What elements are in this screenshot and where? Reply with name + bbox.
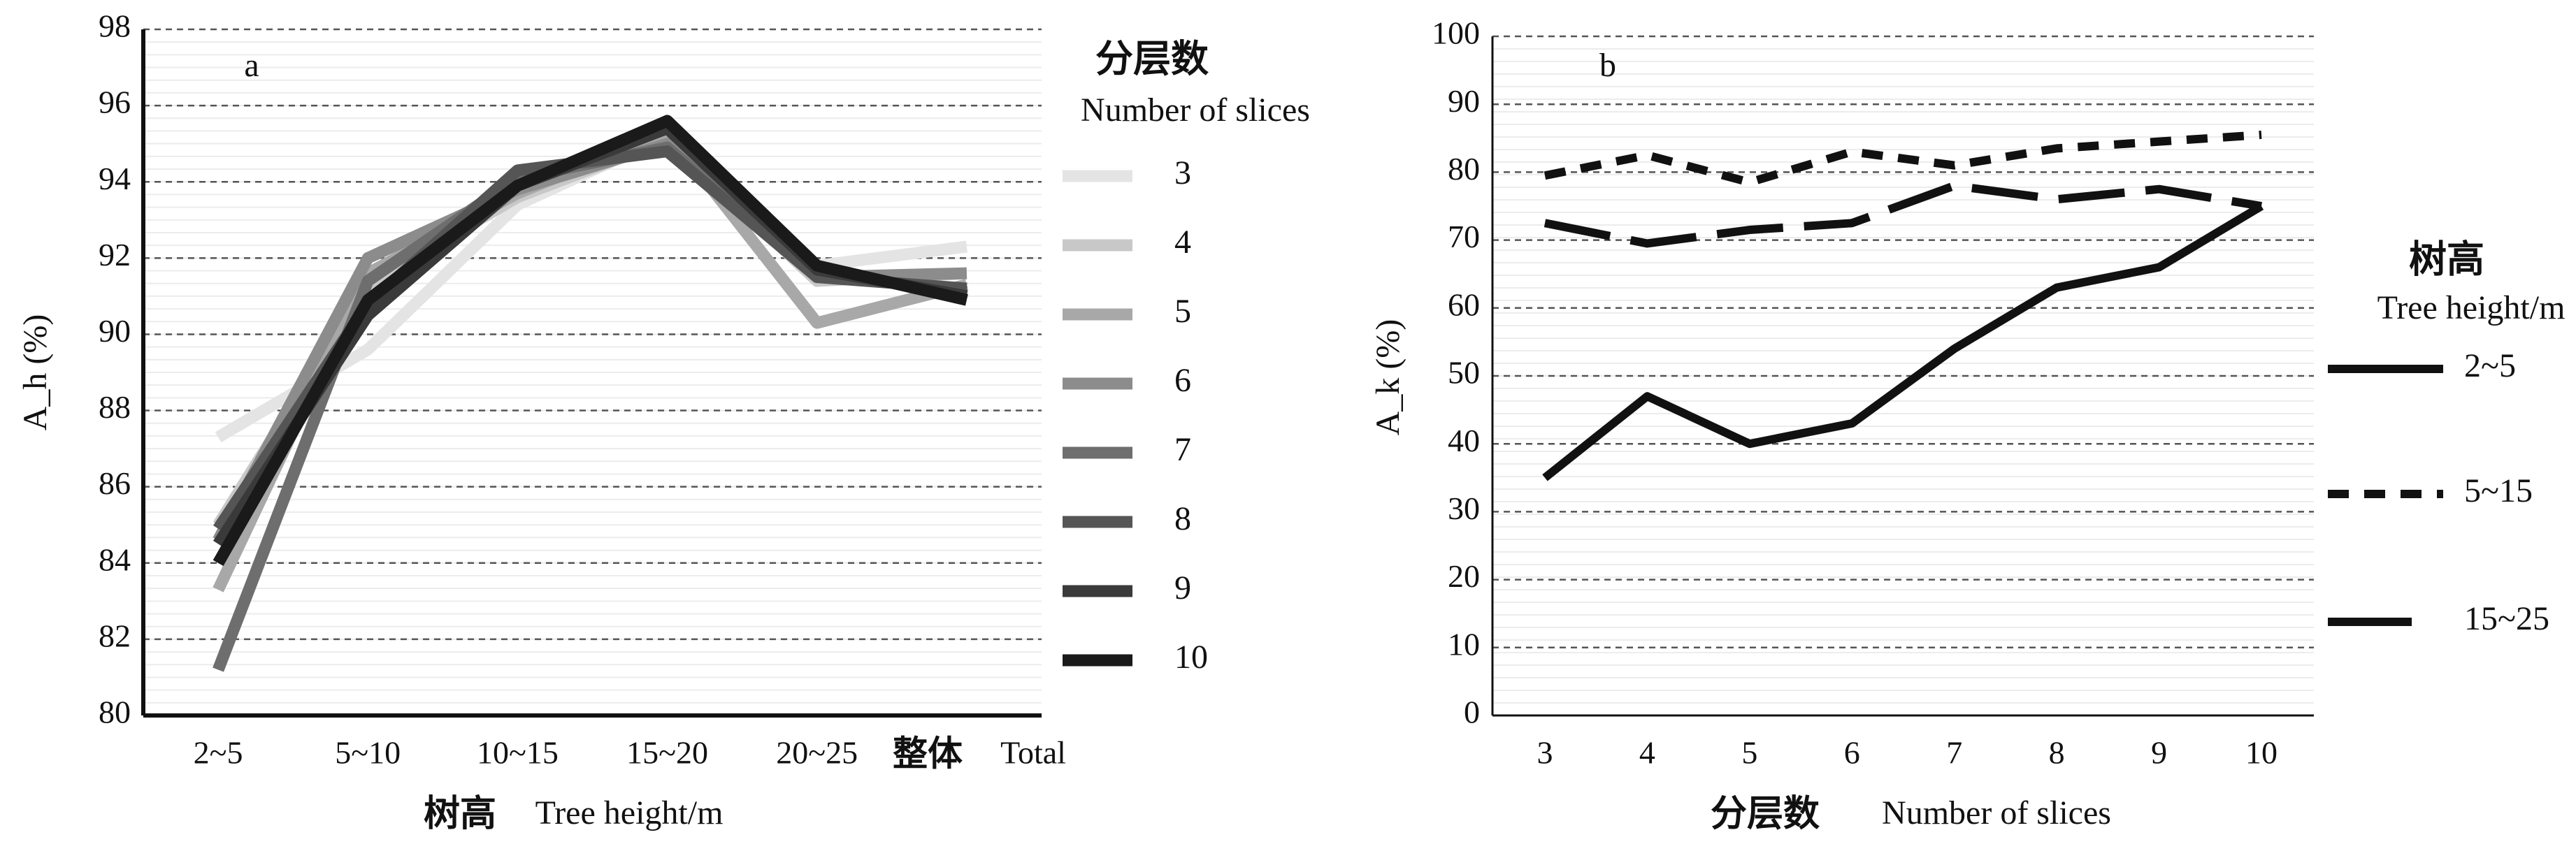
panel-letter-b: b <box>1599 47 1616 84</box>
y-tick-label: 70 <box>1448 219 1480 254</box>
y-tick-label: 88 <box>99 389 131 425</box>
legend-label-4: 4 <box>1174 224 1191 261</box>
y-tick-label: 92 <box>99 237 131 272</box>
y-tick-label: 86 <box>99 465 131 501</box>
y-tick-label: 96 <box>99 85 131 120</box>
y-axis-title: A_k (%) <box>1369 319 1406 436</box>
x-tick-label: 10~15 <box>477 735 559 771</box>
y-tick-label: 50 <box>1448 355 1480 391</box>
legend-label-15-25: 15~25 <box>2464 600 2549 637</box>
y-tick-label: 80 <box>99 695 131 730</box>
x-tick-label: 4 <box>1639 735 1655 771</box>
series-line-height-5-15 <box>1544 130 2262 187</box>
legend-label-7: 7 <box>1174 431 1191 468</box>
y-tick-label: 0 <box>1464 695 1480 730</box>
x-tick-label: 8 <box>2049 735 2065 771</box>
x-axis-title-cn: 树高 <box>424 793 496 835</box>
y-tick-label: 80 <box>1448 151 1480 187</box>
legend-title-cn: 分层数 <box>1095 37 1209 81</box>
legend-label-10: 10 <box>1174 639 1208 676</box>
series-line-10-slices <box>213 115 968 566</box>
legend-title-en: Number of slices <box>1081 92 1310 129</box>
panel-b-line-chart: 0 10 20 30 40 50 60 70 80 90 100 3 4 5 6 7 8 9 10 分层数 Number… <box>1369 15 2565 835</box>
x-tick-label: 9 <box>2151 735 2167 771</box>
y-tick-label: 60 <box>1448 286 1480 322</box>
x-tick-label: 7 <box>1946 735 1962 771</box>
series-line-height-15-25 <box>1544 181 2262 248</box>
x-tick-label-suffix: Total <box>1000 735 1066 771</box>
y-tick-label: 82 <box>99 618 131 653</box>
legend-title-en: Tree height/m <box>2377 289 2566 326</box>
y-axis-title: A_h (%) <box>17 314 54 431</box>
x-tick-label: 5 <box>1741 735 1757 771</box>
x-axis-title-en: Number of slices <box>1882 794 2111 831</box>
legend-label-5-15: 5~15 <box>2464 472 2533 509</box>
y-tick-label: 90 <box>99 313 131 349</box>
x-tick-label: 整体 <box>893 734 963 774</box>
y-tick-label: 98 <box>99 8 131 44</box>
y-tick-label: 10 <box>1448 626 1480 662</box>
legend-label-2-5: 2~5 <box>2464 347 2516 384</box>
x-tick-label: 3 <box>1537 735 1553 771</box>
x-tick-label: 2~5 <box>194 735 243 771</box>
y-tick-label: 90 <box>1448 83 1480 119</box>
y-tick-label: 20 <box>1448 558 1480 594</box>
x-tick-label: 15~20 <box>626 735 708 771</box>
legend-label-5: 5 <box>1174 293 1191 330</box>
legend-label-9: 9 <box>1174 569 1191 606</box>
y-tick-label: 30 <box>1448 490 1480 526</box>
panel-letter-a: a <box>244 47 259 84</box>
legend-label-8: 8 <box>1174 500 1191 537</box>
x-tick-label: 20~25 <box>776 735 858 771</box>
legend-label-6: 6 <box>1174 362 1191 399</box>
x-tick-label: 5~10 <box>335 735 401 771</box>
x-axis-title-en: Tree height/m <box>535 794 724 831</box>
y-tick-label: 40 <box>1448 423 1480 458</box>
x-tick-label: 6 <box>1844 735 1860 771</box>
y-tick-label: 94 <box>99 161 131 196</box>
x-axis-title-cn: 分层数 <box>1711 793 1820 835</box>
y-tick-label: 84 <box>99 541 131 577</box>
legend-title-cn: 树高 <box>2409 238 2484 282</box>
series-line-height-2-5 <box>1542 202 2264 481</box>
legend-label-3: 3 <box>1174 154 1191 191</box>
x-tick-label: 10 <box>2245 735 2278 771</box>
y-tick-label: 100 <box>1432 15 1480 51</box>
